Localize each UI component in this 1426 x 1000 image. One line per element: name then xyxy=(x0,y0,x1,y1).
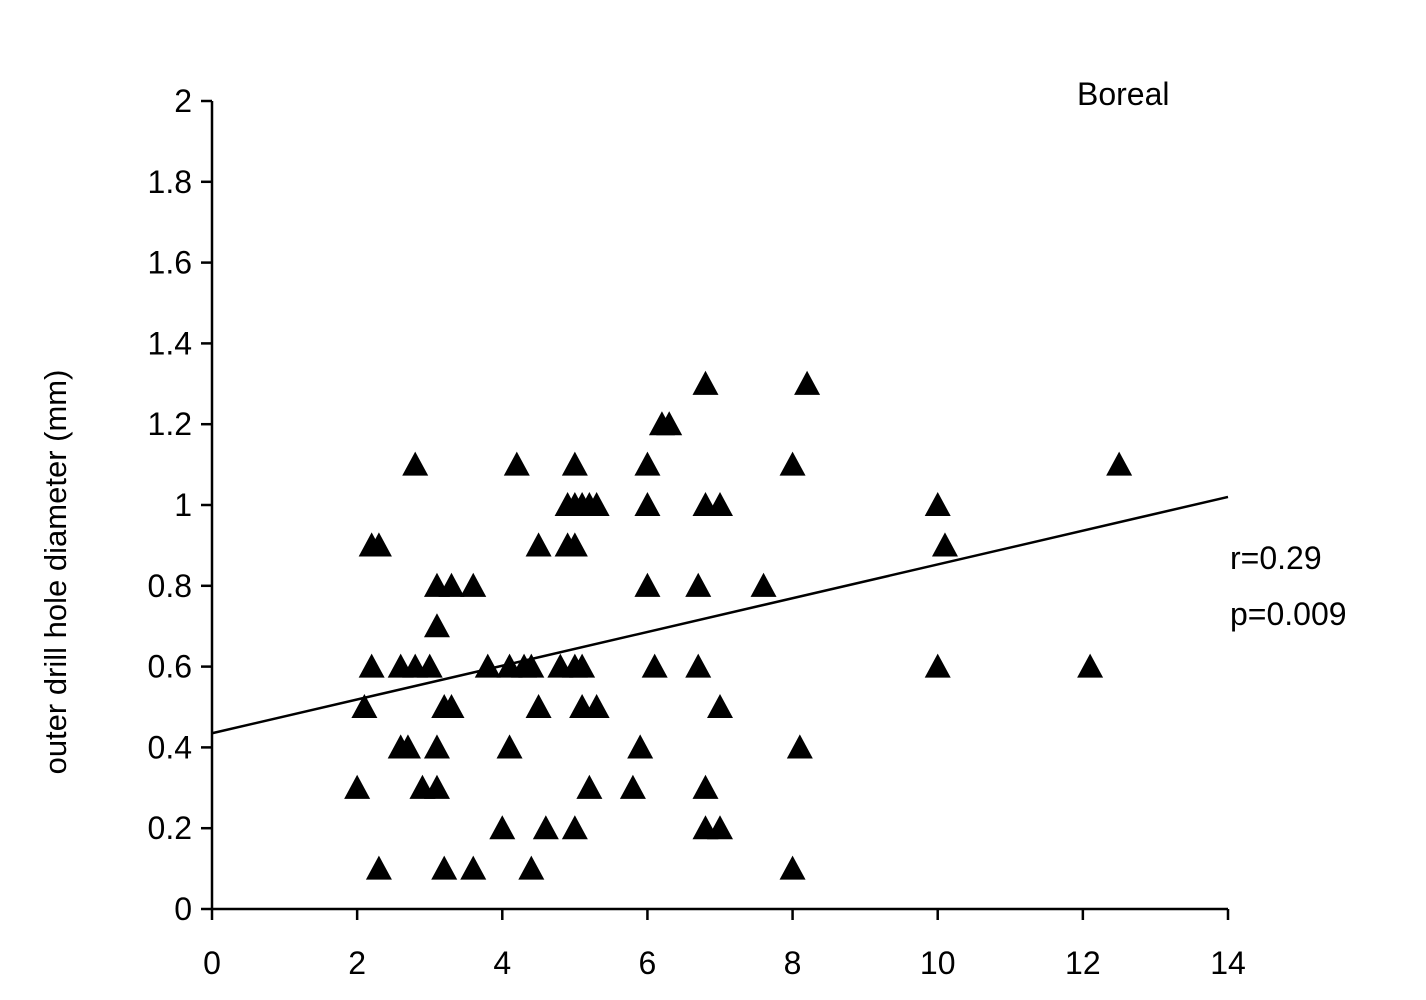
data-point xyxy=(750,572,777,597)
data-point xyxy=(402,451,429,476)
y-tick-label: 0.2 xyxy=(148,810,192,846)
data-point xyxy=(583,492,610,517)
y-tick-label: 1.4 xyxy=(148,325,192,361)
y-tick-label: 0.6 xyxy=(148,649,192,685)
data-point xyxy=(685,653,712,678)
data-point xyxy=(583,694,610,719)
data-point xyxy=(460,855,487,880)
x-tick-label: 8 xyxy=(784,945,802,981)
data-point xyxy=(779,451,806,476)
y-axis-ticks: 0 0.2 0.4 0.6 0.8 1 1.2 1.4 1.6 1.8 2 xyxy=(148,83,212,927)
y-tick-label: 0 xyxy=(174,891,192,927)
data-point xyxy=(423,613,450,638)
data-point xyxy=(685,572,712,597)
data-point xyxy=(503,451,530,476)
data-point xyxy=(358,653,385,678)
data-point xyxy=(496,734,523,759)
data-point xyxy=(394,734,421,759)
data-point xyxy=(561,451,588,476)
data-point xyxy=(489,815,516,840)
data-point xyxy=(924,492,951,517)
panel-label: Boreal xyxy=(1077,76,1170,112)
data-point xyxy=(438,572,465,597)
x-tick-label: 6 xyxy=(639,945,657,981)
data-point xyxy=(365,532,392,557)
data-point xyxy=(344,774,371,799)
data-point xyxy=(532,815,559,840)
data-point xyxy=(634,492,661,517)
data-point xyxy=(779,855,806,880)
data-point xyxy=(569,653,596,678)
y-tick-label: 0.8 xyxy=(148,568,192,604)
x-axis-ticks: 0 2 4 6 8 10 12 14 xyxy=(203,909,1246,981)
data-point xyxy=(692,774,719,799)
y-tick-label: 1.6 xyxy=(148,245,192,281)
x-tick-label: 4 xyxy=(493,945,511,981)
data-point xyxy=(460,572,487,597)
y-tick-label: 1 xyxy=(174,487,192,523)
data-point xyxy=(518,653,545,678)
x-tick-label: 0 xyxy=(203,945,221,981)
data-point xyxy=(438,694,465,719)
data-point xyxy=(365,855,392,880)
data-point xyxy=(692,370,719,395)
y-tick-label: 1.8 xyxy=(148,164,192,200)
data-point xyxy=(525,694,552,719)
y-axis-title: outer drill hole diameter (mm) xyxy=(38,370,73,775)
data-point xyxy=(634,451,661,476)
x-tick-label: 12 xyxy=(1065,945,1101,981)
data-point xyxy=(561,815,588,840)
data-point xyxy=(707,492,733,517)
data-point xyxy=(518,855,545,880)
data-point xyxy=(351,694,378,719)
data-point xyxy=(423,774,450,799)
y-tick-label: 1.2 xyxy=(148,406,192,442)
data-point xyxy=(416,653,443,678)
p-value-annotation: p=0.009 xyxy=(1230,596,1347,632)
data-point xyxy=(924,653,951,678)
data-point xyxy=(423,734,450,759)
data-point xyxy=(707,694,733,719)
data-point xyxy=(786,734,813,759)
data-point xyxy=(525,532,552,557)
correlation-annotation: r=0.29 xyxy=(1230,540,1322,576)
data-point xyxy=(474,653,501,678)
data-point xyxy=(619,774,646,799)
data-point xyxy=(634,572,661,597)
data-point xyxy=(576,774,603,799)
data-points xyxy=(344,370,1133,880)
data-point xyxy=(656,411,683,436)
y-tick-label: 2 xyxy=(174,83,192,119)
data-point xyxy=(931,532,958,557)
data-point xyxy=(561,532,588,557)
data-point xyxy=(707,815,733,840)
x-tick-label: 10 xyxy=(920,945,956,981)
x-tick-label: 2 xyxy=(348,945,366,981)
y-tick-label: 0.4 xyxy=(148,729,192,765)
data-point xyxy=(627,734,654,759)
x-tick-label: 14 xyxy=(1210,945,1246,981)
data-point xyxy=(794,370,821,395)
data-point xyxy=(431,855,458,880)
data-point xyxy=(1077,653,1104,678)
data-point xyxy=(1106,451,1133,476)
regression-line xyxy=(211,495,1229,735)
data-point xyxy=(641,653,668,678)
